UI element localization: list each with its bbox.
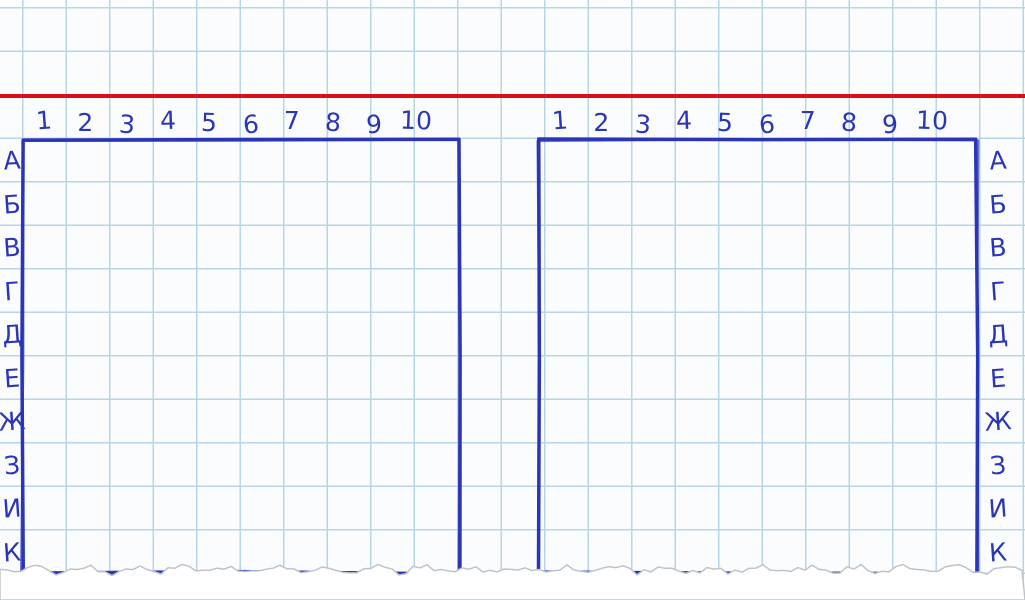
- torn-paper-edge: [0, 560, 1025, 600]
- row-label: А: [983, 147, 1013, 174]
- row-label: В: [983, 234, 1013, 261]
- column-label: 3: [620, 110, 666, 138]
- board-frame-outline: [0, 0, 1025, 586]
- row-label: Д: [983, 321, 1013, 348]
- column-label: 8: [826, 108, 872, 136]
- board-border-stroke: [537, 140, 978, 575]
- column-label: 5: [703, 109, 748, 136]
- column-label: 7: [786, 108, 830, 133]
- row-label: З: [983, 452, 1013, 479]
- board-border-stroke: [538, 139, 977, 573]
- column-label: 2: [579, 110, 623, 135]
- column-label: 10: [909, 107, 954, 134]
- row-label: Ж: [983, 408, 1013, 435]
- row-label: Г: [983, 278, 1013, 305]
- row-label: И: [983, 495, 1013, 522]
- column-label: 9: [868, 111, 913, 138]
- column-label: 6: [744, 110, 790, 138]
- row-label: Е: [983, 365, 1013, 392]
- column-label: 4: [661, 107, 706, 134]
- opponent-board[interactable]: 1 2 3 4 5 6 7 8 9 10 А Б В Г Д Е Ж З И К: [0, 0, 1025, 586]
- row-label: Б: [983, 191, 1013, 218]
- column-label: 1: [537, 106, 583, 134]
